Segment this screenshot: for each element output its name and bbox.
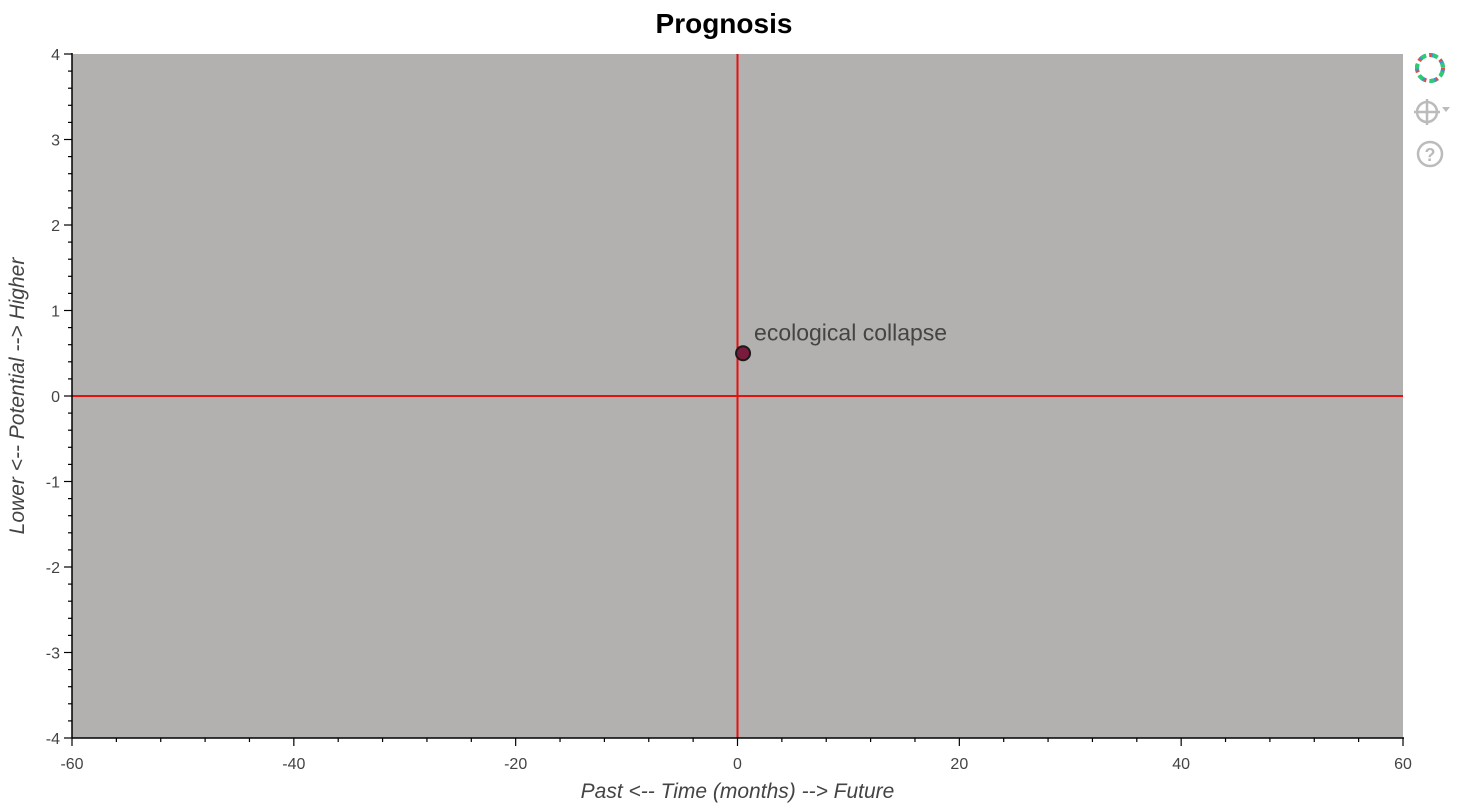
x-tick-label: -40 [282, 756, 305, 773]
y-tick-label: -4 [46, 731, 60, 748]
y-tick-label: -3 [46, 646, 60, 663]
point-label: ecological collapse [754, 319, 947, 345]
y-tick-label: 4 [51, 47, 60, 64]
bokeh-logo-icon[interactable] [1408, 50, 1452, 86]
toolbar: ? [1408, 50, 1452, 180]
y-axis-label: Lower <-- Potential --> Higher [6, 257, 29, 535]
x-tick-label: 0 [733, 756, 742, 773]
y-tick-label: -1 [46, 475, 60, 492]
x-tick-label: -20 [504, 756, 527, 773]
chart-title: Prognosis [656, 8, 793, 39]
y-tick-label: 2 [51, 218, 60, 235]
x-tick-label: -60 [60, 756, 83, 773]
y-tick-label: 1 [51, 304, 60, 321]
x-tick-label: 20 [950, 756, 968, 773]
svg-text:?: ? [1425, 145, 1436, 165]
x-tick-label: 60 [1394, 756, 1412, 773]
y-tick-label: 3 [51, 133, 60, 150]
x-tick-label: 40 [1172, 756, 1190, 773]
y-tick-label: 0 [51, 389, 60, 406]
crosshair-icon[interactable] [1408, 94, 1452, 130]
x-axis-label: Past <-- Time (months) --> Future [581, 780, 895, 803]
help-icon[interactable]: ? [1408, 136, 1452, 172]
y-tick-label: -2 [46, 560, 60, 577]
data-point[interactable] [735, 345, 752, 362]
